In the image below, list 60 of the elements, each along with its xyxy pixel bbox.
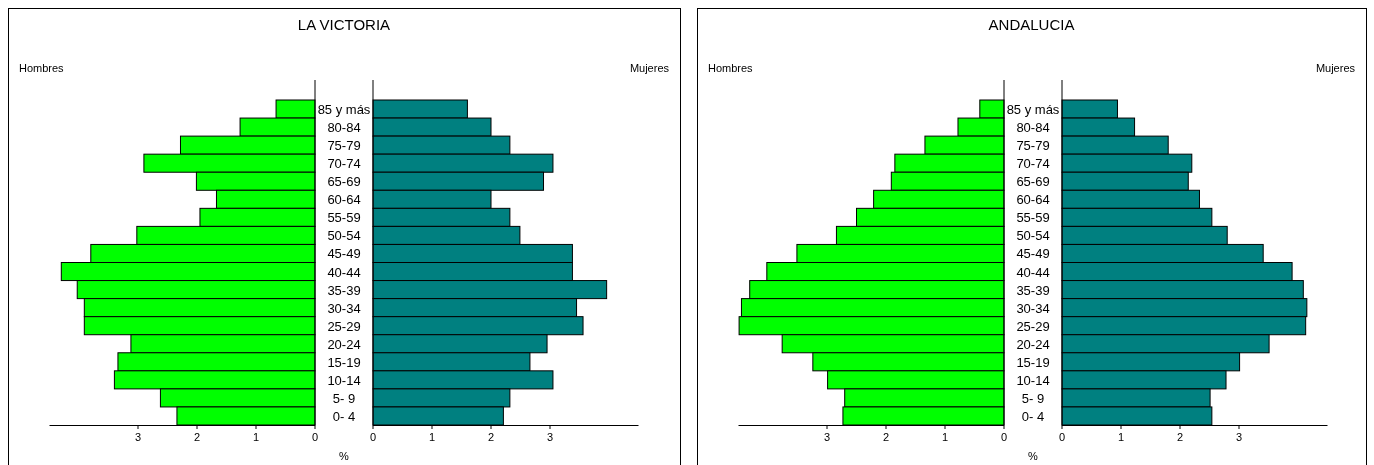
y-tick-label: 75-79: [327, 138, 361, 154]
x-tick-label: 3: [134, 431, 142, 443]
y-tick-label: 40-44: [1016, 264, 1050, 280]
x-tick-label: 2: [193, 431, 201, 443]
chart-title: ANDALUCIA: [988, 16, 1075, 33]
x-tick-label: 3: [546, 431, 554, 443]
y-tick-label: 5- 9: [332, 390, 356, 406]
y-tick-label: 60-64: [327, 192, 361, 208]
y-tick-label: 0- 4: [1021, 408, 1045, 424]
y-tick-label: 70-74: [327, 156, 361, 172]
y-tick-label: 35-39: [327, 282, 361, 298]
x-tick-label: 2: [487, 431, 495, 443]
x-tick-label: 0: [311, 431, 319, 443]
x-tick-label: 2: [882, 431, 890, 443]
y-tick-label: 80-84: [1016, 120, 1050, 136]
x-tick-label: 2: [1176, 431, 1184, 443]
text: Hombres: [19, 62, 65, 74]
x-tick-label: 0: [1000, 431, 1008, 443]
y-tick-label: 50-54: [327, 228, 361, 244]
y-tick-label: 65-69: [1016, 174, 1050, 190]
y-tick-label: 75-79: [1016, 138, 1050, 154]
y-tick-label: 20-24: [1016, 336, 1050, 352]
y-tick-label: 65-69: [327, 174, 361, 190]
y-tick-label: 25-29: [327, 318, 361, 334]
y-tick-label: 10-14: [1016, 372, 1050, 388]
y-tick-label: 10-14: [327, 372, 361, 388]
y-tick-label: 15-19: [327, 354, 361, 370]
y-tick-label: 85 y más: [317, 102, 371, 118]
text: Hombres: [708, 62, 754, 74]
text: Mujeres: [1315, 62, 1356, 74]
y-tick-label: 25-29: [1016, 318, 1050, 334]
y-tick-label: 50-54: [1016, 228, 1050, 244]
y-tick-label: 30-34: [327, 300, 361, 316]
y-tick-label: 80-84: [327, 120, 361, 136]
x-axis-title: %: [1028, 450, 1039, 462]
y-tick-label: 35-39: [1016, 282, 1050, 298]
x-tick-label: 3: [1235, 431, 1243, 443]
y-tick-label: 45-49: [327, 246, 361, 262]
text: Mujeres: [629, 62, 670, 74]
x-tick-label: 3: [823, 431, 831, 443]
y-tick-label: 70-74: [1016, 156, 1050, 172]
y-tick-label: 15-19: [1016, 354, 1050, 370]
x-tick-label: 1: [941, 431, 949, 443]
y-tick-label: 45-49: [1016, 246, 1050, 262]
x-tick-label: 0: [1058, 431, 1066, 443]
y-tick-label: 40-44: [327, 264, 361, 280]
x-tick-label: 1: [428, 431, 436, 443]
x-tick-label: 0: [369, 431, 377, 443]
x-tick-label: 1: [252, 431, 260, 443]
y-tick-label: 0- 4: [332, 408, 356, 424]
y-tick-label: 20-24: [327, 336, 361, 352]
y-tick-label: 5- 9: [1021, 390, 1045, 406]
chart-title: LA VICTORIA: [297, 16, 391, 33]
x-tick-label: 1: [1117, 431, 1125, 443]
y-tick-label: 30-34: [1016, 300, 1050, 316]
y-tick-label: 55-59: [327, 210, 361, 226]
y-tick-label: 60-64: [1016, 192, 1050, 208]
y-tick-label: 85 y más: [1006, 102, 1060, 118]
y-tick-label: 55-59: [1016, 210, 1050, 226]
x-axis-title: %: [339, 450, 350, 462]
